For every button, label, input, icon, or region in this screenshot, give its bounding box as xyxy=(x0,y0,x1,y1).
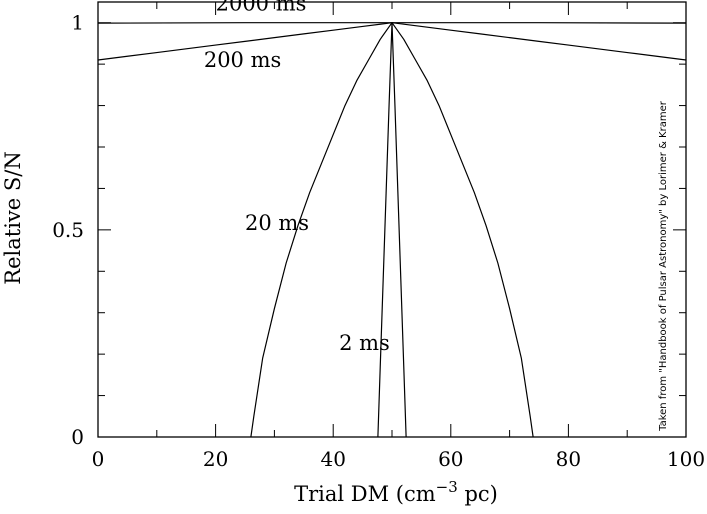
y-tick-label: 0 xyxy=(71,425,84,449)
curve-label-200-ms: 200 ms xyxy=(204,48,281,72)
x-tick-label: 0 xyxy=(92,447,105,471)
x-axis-title: Trial DM (cm−3 pc) xyxy=(294,478,498,506)
ticks-layer xyxy=(98,2,686,437)
curve-label-20-ms: 20 ms xyxy=(245,211,309,235)
series-layer xyxy=(98,23,686,437)
credit-text: Taken from "Handbook of Pulsar Astronomy… xyxy=(658,100,669,432)
curve-label-2-ms: 2 ms xyxy=(339,331,390,355)
series-line-2-ms xyxy=(378,23,406,437)
x-tick-label: 20 xyxy=(203,447,228,471)
x-tick-label: 60 xyxy=(438,447,463,471)
x-tick-label: 40 xyxy=(320,447,345,471)
x-tick-label: 100 xyxy=(667,447,705,471)
curve-label-2000-ms: 2000 ms xyxy=(216,0,307,15)
y-tick-label: 1 xyxy=(71,11,84,35)
y-tick-label: 0.5 xyxy=(52,218,84,242)
plot-frame xyxy=(98,2,686,437)
x-axis-title-superscript: −3 xyxy=(436,478,458,496)
y-axis-title: Relative S/N xyxy=(1,151,25,284)
x-tick-label: 80 xyxy=(556,447,581,471)
